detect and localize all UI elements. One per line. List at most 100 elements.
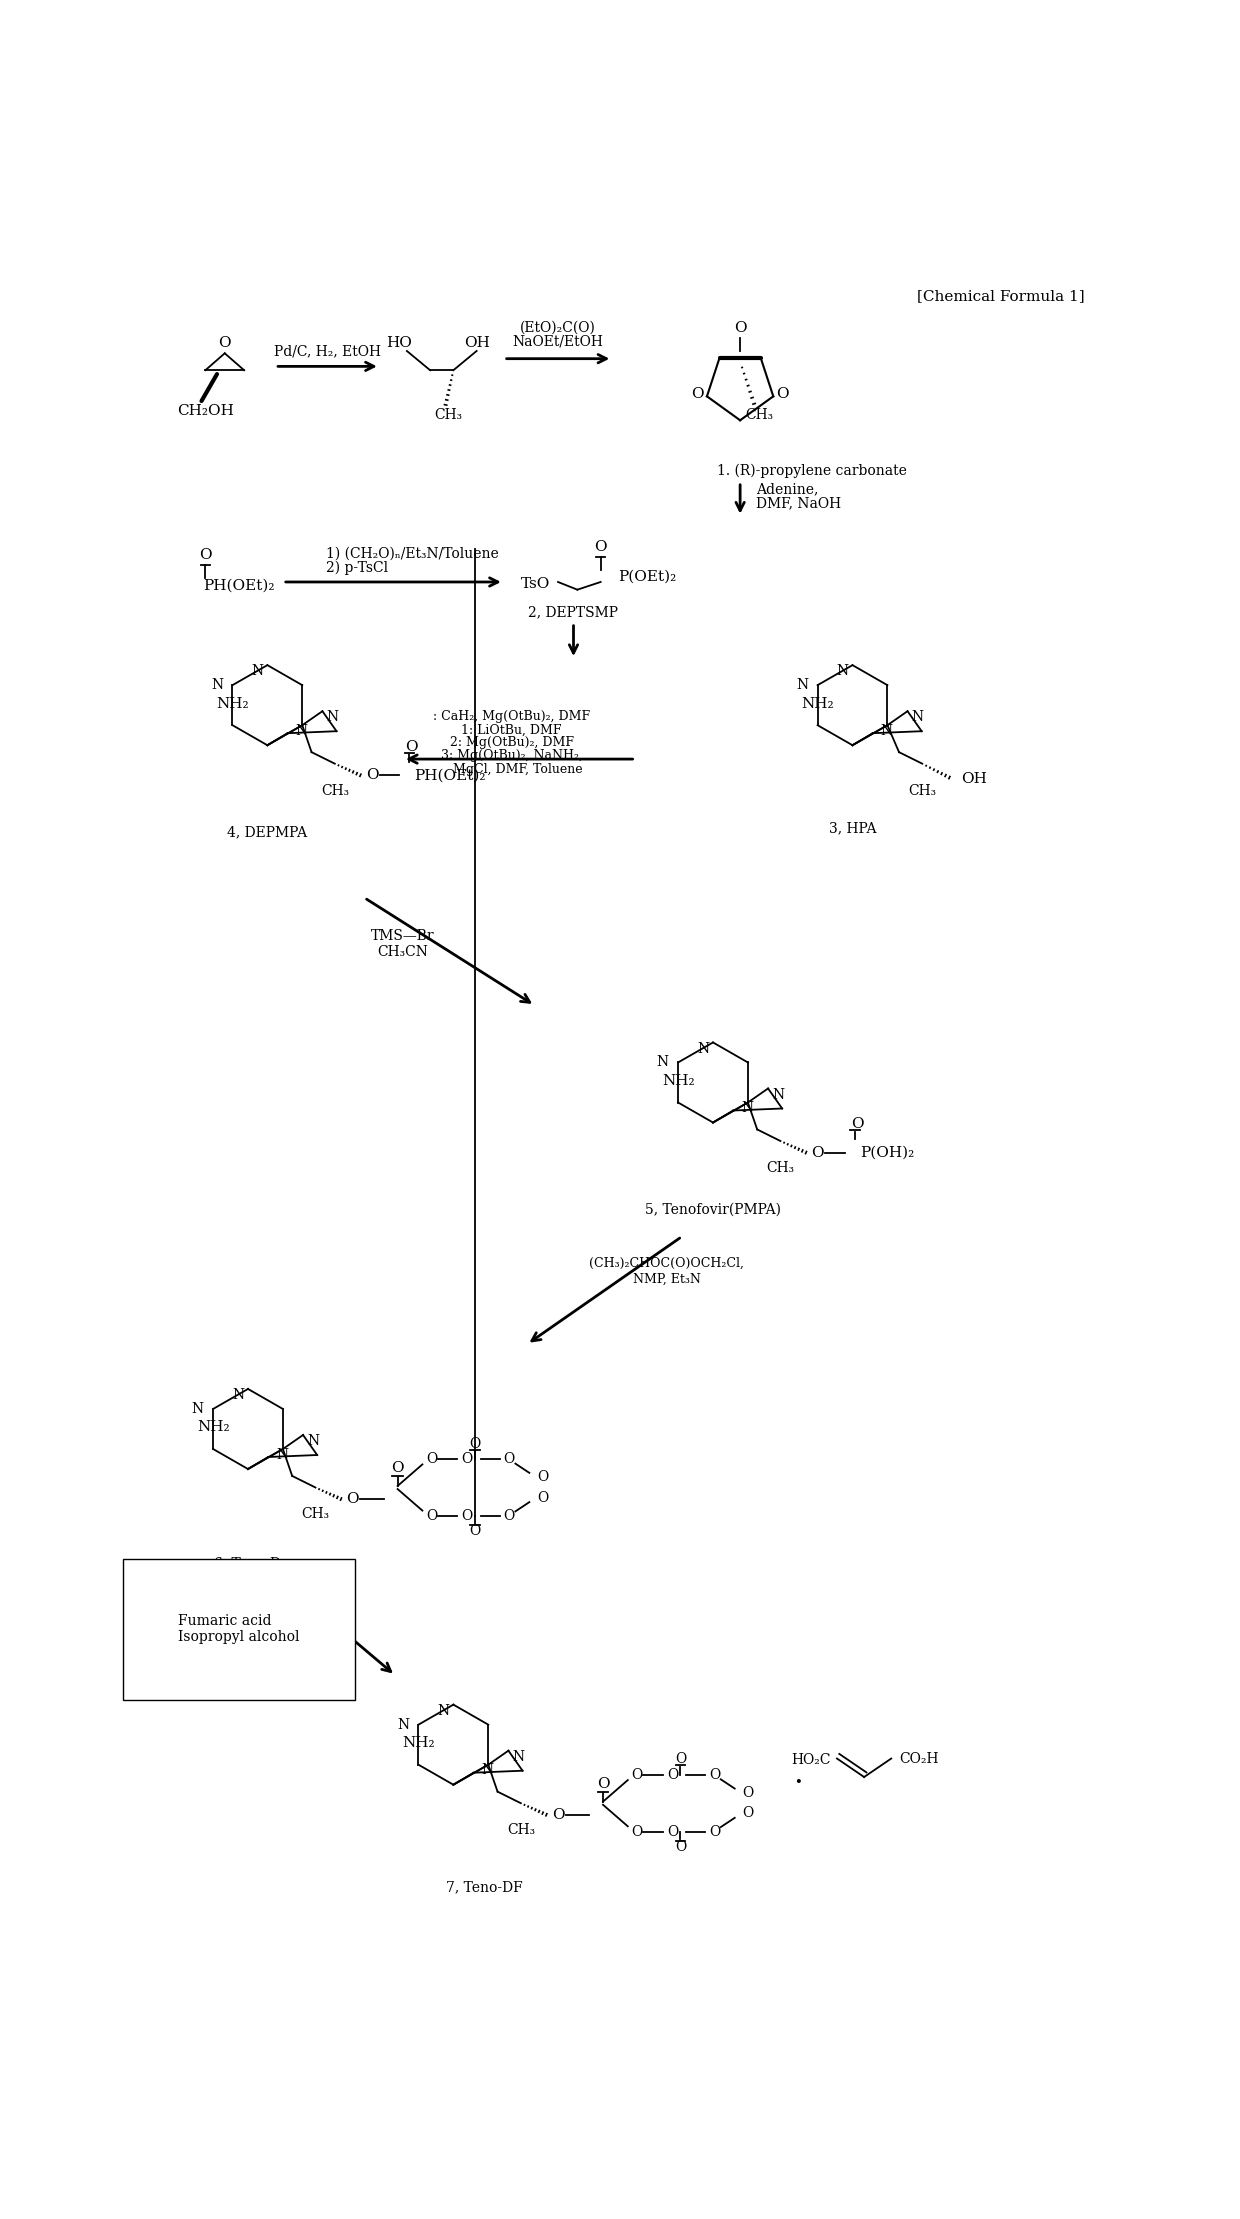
Text: 1. (R)-propylene carbonate: 1. (R)-propylene carbonate bbox=[717, 464, 906, 477]
Text: O: O bbox=[405, 739, 418, 754]
Text: N: N bbox=[512, 1751, 525, 1764]
Text: O: O bbox=[218, 337, 231, 351]
Text: N: N bbox=[211, 679, 223, 692]
Text: N: N bbox=[232, 1389, 244, 1402]
Text: MgCl, DMF, Toluene: MgCl, DMF, Toluene bbox=[440, 763, 583, 777]
Text: O: O bbox=[552, 1808, 564, 1822]
Text: N: N bbox=[438, 1704, 449, 1718]
Text: 1) (CH₂O)ₙ/Et₃N/Toluene: 1) (CH₂O)ₙ/Et₃N/Toluene bbox=[325, 546, 498, 561]
Text: HO: HO bbox=[386, 337, 412, 351]
Text: : CaH₂, Mg(OtBu)₂, DMF: : CaH₂, Mg(OtBu)₂, DMF bbox=[433, 710, 590, 723]
Text: O: O bbox=[470, 1524, 481, 1538]
Text: N: N bbox=[742, 1101, 753, 1116]
Text: HO₂C: HO₂C bbox=[791, 1753, 831, 1766]
Text: N: N bbox=[397, 1718, 409, 1731]
Text: 5, Tenofovir(PMPA): 5, Tenofovir(PMPA) bbox=[645, 1203, 781, 1216]
Text: 2: Mg(OtBu)₂, DMF: 2: Mg(OtBu)₂, DMF bbox=[449, 737, 573, 750]
Text: O: O bbox=[734, 322, 746, 335]
Text: O: O bbox=[675, 1753, 686, 1766]
Text: O: O bbox=[631, 1824, 642, 1840]
Text: O: O bbox=[851, 1116, 863, 1132]
Text: CH₃: CH₃ bbox=[301, 1507, 330, 1522]
Text: CH₃: CH₃ bbox=[745, 408, 774, 422]
Text: [Chemical Formula 1]: [Chemical Formula 1] bbox=[918, 288, 1085, 304]
Text: O: O bbox=[537, 1471, 548, 1485]
Text: 3, HPA: 3, HPA bbox=[828, 821, 877, 834]
Text: O: O bbox=[200, 548, 212, 561]
Text: O: O bbox=[667, 1824, 678, 1840]
Text: NH₂: NH₂ bbox=[402, 1735, 435, 1751]
Text: O: O bbox=[427, 1509, 438, 1522]
Text: N: N bbox=[252, 663, 263, 679]
Text: (CH₃)₂CHOC(O)OCH₂Cl,: (CH₃)₂CHOC(O)OCH₂Cl, bbox=[589, 1256, 744, 1269]
Text: O: O bbox=[709, 1769, 720, 1782]
Text: P(OH)₂: P(OH)₂ bbox=[861, 1145, 915, 1161]
Text: DMF, NaOH: DMF, NaOH bbox=[755, 497, 841, 510]
Text: NH₂: NH₂ bbox=[662, 1074, 694, 1087]
Text: 1: LiOtBu, DMF: 1: LiOtBu, DMF bbox=[461, 723, 562, 737]
Text: N: N bbox=[697, 1041, 709, 1056]
Text: O: O bbox=[596, 1777, 609, 1791]
Text: CH₂OH: CH₂OH bbox=[177, 404, 234, 417]
Text: O: O bbox=[346, 1491, 358, 1507]
Text: O: O bbox=[743, 1806, 754, 1820]
Text: OH: OH bbox=[464, 337, 490, 351]
Text: NMP, Et₃N: NMP, Et₃N bbox=[632, 1271, 701, 1285]
Text: N: N bbox=[275, 1447, 288, 1462]
Text: N: N bbox=[796, 679, 808, 692]
Text: CH₃: CH₃ bbox=[321, 783, 348, 797]
Text: 2) p-TsCl: 2) p-TsCl bbox=[325, 559, 388, 575]
Text: O: O bbox=[743, 1786, 754, 1800]
Text: O: O bbox=[776, 386, 789, 402]
Text: CH₃CN: CH₃CN bbox=[377, 945, 429, 959]
Text: N: N bbox=[308, 1433, 319, 1449]
Text: O: O bbox=[366, 768, 378, 783]
Text: O: O bbox=[461, 1509, 472, 1522]
Text: NH₂: NH₂ bbox=[801, 697, 835, 710]
Text: PH(OEt)₂: PH(OEt)₂ bbox=[203, 579, 274, 592]
Text: N: N bbox=[192, 1402, 203, 1416]
Text: N: N bbox=[880, 723, 893, 739]
Text: O: O bbox=[675, 1840, 686, 1855]
Text: O: O bbox=[709, 1824, 720, 1840]
Text: 6, Teno-D: 6, Teno-D bbox=[215, 1558, 281, 1571]
Text: N: N bbox=[773, 1087, 784, 1101]
Text: N: N bbox=[295, 723, 308, 739]
Text: Adenine,: Adenine, bbox=[755, 482, 818, 497]
Text: O: O bbox=[667, 1769, 678, 1782]
Text: O: O bbox=[811, 1145, 823, 1161]
Text: NH₂: NH₂ bbox=[216, 697, 249, 710]
Text: O: O bbox=[427, 1451, 438, 1467]
Text: 4, DEPMPA: 4, DEPMPA bbox=[227, 825, 308, 839]
Text: PH(OEt)₂: PH(OEt)₂ bbox=[414, 768, 486, 783]
Text: CH₃: CH₃ bbox=[766, 1161, 795, 1174]
Text: O: O bbox=[537, 1491, 548, 1504]
Text: Pd/C, H₂, EtOH: Pd/C, H₂, EtOH bbox=[274, 344, 381, 357]
Text: O: O bbox=[692, 386, 704, 402]
Text: O: O bbox=[503, 1509, 515, 1522]
Text: O: O bbox=[594, 541, 606, 555]
Text: CH₃: CH₃ bbox=[908, 783, 936, 797]
Text: O: O bbox=[503, 1451, 515, 1467]
Text: TsO: TsO bbox=[521, 577, 551, 590]
Text: N: N bbox=[911, 710, 924, 723]
Text: OH: OH bbox=[961, 772, 987, 786]
Text: O: O bbox=[392, 1462, 404, 1476]
Text: N: N bbox=[837, 663, 848, 679]
Text: (EtO)₂C(O): (EtO)₂C(O) bbox=[520, 322, 596, 335]
Text: N: N bbox=[657, 1056, 668, 1070]
Text: O: O bbox=[631, 1769, 642, 1782]
Text: 3: Mg(OtBu)₂, NaNH₂,: 3: Mg(OtBu)₂, NaNH₂, bbox=[440, 750, 583, 763]
Text: Fumaric acid
Isopropyl alcohol: Fumaric acid Isopropyl alcohol bbox=[179, 1613, 300, 1644]
Text: NaOEt/EtOH: NaOEt/EtOH bbox=[512, 335, 604, 348]
Text: NH₂: NH₂ bbox=[197, 1420, 229, 1433]
Text: 2, DEPTSMP: 2, DEPTSMP bbox=[528, 606, 619, 619]
Text: TMS—Br: TMS—Br bbox=[371, 930, 435, 943]
Text: N: N bbox=[326, 710, 339, 723]
Text: 7, Teno-DF: 7, Teno-DF bbox=[446, 1879, 523, 1895]
Text: CO₂H: CO₂H bbox=[899, 1751, 939, 1766]
Text: ·: · bbox=[794, 1769, 804, 1800]
Text: CH₃: CH₃ bbox=[507, 1824, 534, 1837]
Text: CH₃: CH₃ bbox=[434, 408, 463, 422]
Text: O: O bbox=[470, 1436, 481, 1451]
